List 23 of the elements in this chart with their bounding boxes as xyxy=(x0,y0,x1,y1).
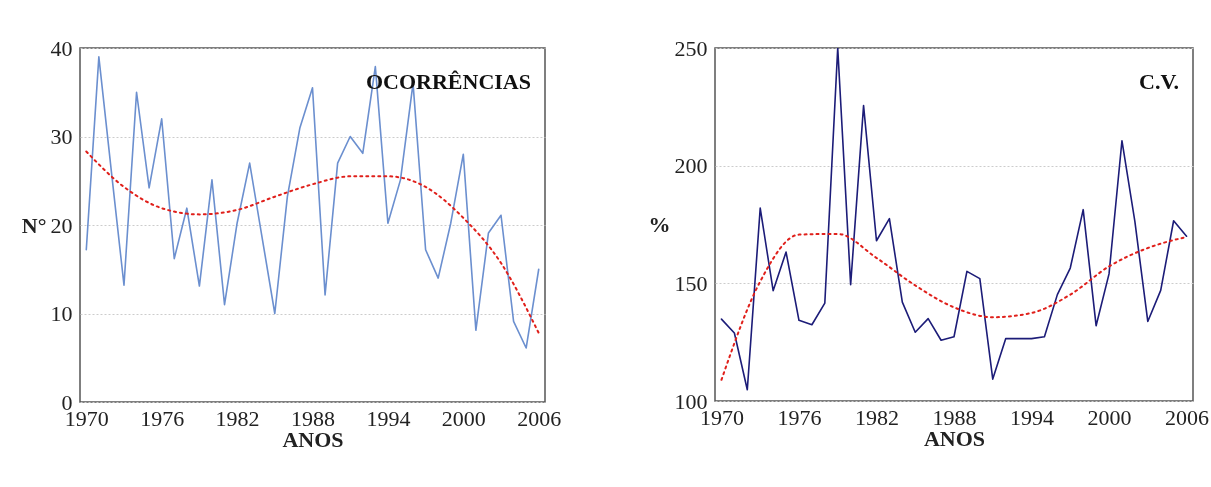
x-tick-label: 2000 xyxy=(441,405,486,431)
y-tick-label: 10 xyxy=(50,301,73,326)
x-tick-label: 1982 xyxy=(215,405,260,431)
y-tick-label: 40 xyxy=(50,35,73,61)
x-tick-label: 2000 xyxy=(1087,404,1132,430)
x-tick-label: 1994 xyxy=(366,405,411,431)
x-tick-label: 2006 xyxy=(517,405,562,431)
x-tick-label: 1982 xyxy=(854,404,899,430)
y-axis-title: N° xyxy=(21,212,47,238)
y-tick-label: 30 xyxy=(50,124,73,149)
y-tick-label: 20 xyxy=(50,212,73,238)
y-tick-label: 250 xyxy=(674,35,708,61)
line-series xyxy=(85,150,540,334)
y-tick-label: 150 xyxy=(674,270,708,296)
x-tick-label: 1994 xyxy=(1010,404,1055,430)
x-tick-label: 2006 xyxy=(1165,404,1210,430)
y-axis-title: % xyxy=(648,212,671,237)
text: C.V. xyxy=(1139,69,1179,94)
line-series xyxy=(85,56,540,349)
x-tick-label: 1976 xyxy=(140,405,185,431)
line-series xyxy=(720,48,1188,391)
x-tick-label: 1976 xyxy=(777,404,822,430)
y-tick-label: 200 xyxy=(674,153,708,179)
